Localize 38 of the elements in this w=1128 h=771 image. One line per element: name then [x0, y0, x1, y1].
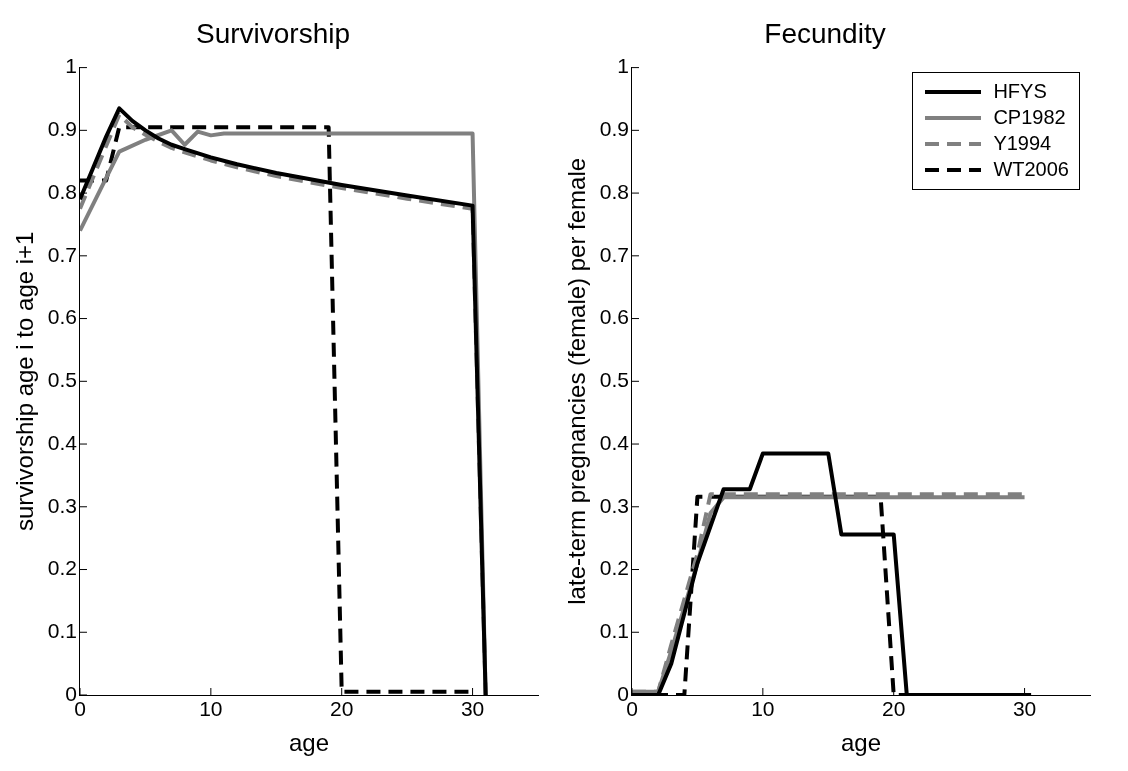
y-tick-label: 0: [617, 681, 629, 705]
chart-title: Survivorship: [195, 17, 351, 49]
x-tick-label: 30: [460, 697, 485, 721]
y-tick-label: 0.2: [599, 556, 629, 580]
x-axis-title: age: [288, 729, 330, 757]
y-tick-label: 0.8: [599, 179, 629, 203]
x-tick-label: 10: [199, 697, 223, 721]
legend-label: CP1982: [993, 106, 1066, 130]
legend-label: HFYS: [993, 80, 1047, 104]
y-tick-label: 0: [65, 681, 77, 705]
y-tick-label: 0.6: [47, 305, 77, 329]
y-tick-label: 0.1: [599, 619, 629, 643]
y-tick-label: 1: [617, 54, 629, 78]
x-tick-label: 30: [1012, 697, 1037, 721]
y-tick-label: 0.2: [47, 556, 77, 580]
x-tick-label: 20: [330, 697, 354, 721]
y-tick-label: 1: [65, 54, 77, 78]
x-tick-label: 20: [882, 697, 906, 721]
y-tick-label: 0.4: [47, 430, 78, 454]
y-tick-label: 0.9: [47, 117, 77, 141]
legend-label: WT2006: [993, 158, 1069, 182]
y-tick-label: 0.1: [47, 619, 77, 643]
y-tick-label: 0.7: [47, 242, 77, 266]
chart-title: Fecundity: [764, 17, 886, 49]
y-tick-label: 0.3: [599, 493, 629, 517]
y-tick-label: 0.6: [599, 305, 629, 329]
y-tick-label: 0.7: [599, 242, 629, 266]
y-tick-label: 0.5: [599, 368, 629, 392]
y-axis-title: late-term pregnancies (female) per female: [563, 157, 591, 605]
y-tick-label: 0.9: [599, 117, 629, 141]
y-tick-label: 0.4: [599, 430, 630, 454]
y-tick-label: 0.3: [47, 493, 77, 517]
y-tick-label: 0.5: [47, 368, 77, 392]
x-tick-label: 10: [751, 697, 775, 721]
legend-label: Y1994: [993, 132, 1052, 156]
y-tick-label: 0.8: [47, 179, 77, 203]
y-axis-title: survivorship age i to age i+1: [11, 231, 39, 532]
x-axis-title: age: [840, 729, 882, 757]
